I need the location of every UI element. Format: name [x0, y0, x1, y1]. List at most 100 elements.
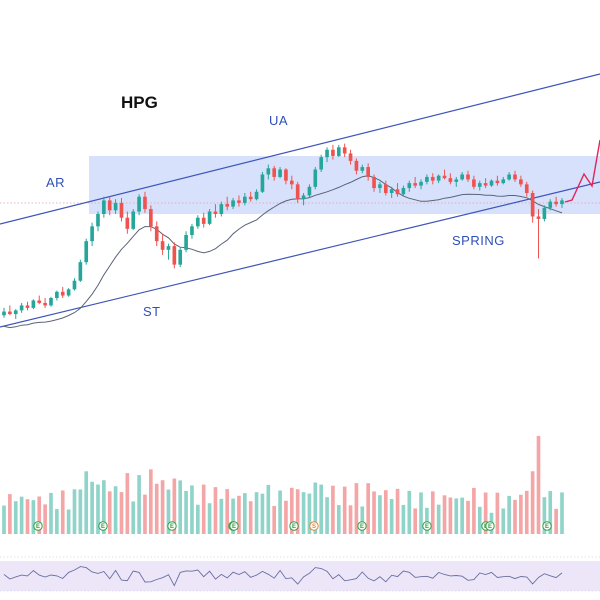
volume-bar — [248, 501, 253, 534]
candle-body — [178, 249, 183, 265]
candle — [190, 223, 194, 239]
candle — [31, 299, 36, 310]
candle-body — [213, 211, 218, 214]
candle — [419, 179, 423, 190]
candle — [548, 199, 553, 211]
volume-bar — [530, 471, 535, 534]
volume-bar — [178, 480, 183, 534]
candle-body — [542, 207, 547, 219]
volume-bar — [60, 490, 65, 534]
volume-bar — [72, 489, 77, 534]
volume-bar — [154, 483, 159, 534]
event-marker[interactable]: E — [422, 521, 432, 531]
event-marker[interactable]: E — [357, 521, 367, 531]
candle — [49, 296, 53, 307]
volume-bar — [536, 435, 541, 534]
volume-bar — [284, 500, 288, 534]
event-marker-circle — [229, 521, 239, 531]
event-marker[interactable]: E — [229, 521, 239, 531]
candle — [430, 173, 435, 185]
candle-body — [383, 184, 388, 193]
candle — [37, 295, 42, 305]
volume-bar — [425, 507, 429, 534]
event-marker-letter: E — [101, 524, 105, 530]
candle-body — [378, 184, 382, 189]
volume-bar — [413, 508, 417, 534]
volume-bar — [319, 484, 323, 534]
volume-bar — [307, 493, 312, 534]
volume-bar — [43, 504, 47, 534]
candle — [143, 191, 147, 213]
volume-bar — [548, 491, 553, 534]
candle — [131, 209, 136, 231]
candle-body — [166, 246, 171, 250]
candle — [213, 204, 218, 218]
event-marker[interactable]: E — [33, 521, 43, 531]
volume-bar — [472, 487, 476, 534]
volume-bar — [190, 485, 194, 534]
candle-body — [372, 176, 376, 189]
candle — [466, 170, 470, 182]
candle-body — [524, 184, 529, 193]
candle — [313, 167, 318, 190]
candle-body — [272, 168, 277, 177]
candle-body — [278, 169, 282, 177]
candle — [25, 301, 30, 311]
volume-bar — [542, 497, 547, 534]
volume-bar — [266, 484, 271, 534]
candle — [231, 197, 235, 210]
candle-body — [472, 179, 476, 187]
candle-body — [96, 214, 100, 227]
volume-bar — [331, 485, 335, 534]
candle — [366, 163, 370, 181]
volume-bar — [272, 505, 277, 534]
event-marker[interactable]: E — [167, 521, 177, 531]
volume-bar — [107, 491, 112, 534]
volume-bar — [554, 508, 558, 534]
event-marker-circle — [33, 521, 43, 531]
candle-body — [149, 209, 153, 227]
candle — [237, 195, 241, 207]
candle — [389, 186, 394, 198]
volume-bar — [372, 491, 376, 534]
volume-bar — [237, 495, 241, 534]
event-marker[interactable]: E — [485, 521, 495, 531]
candle-body — [8, 311, 12, 315]
candle-body — [143, 196, 147, 210]
candle-body — [325, 149, 329, 158]
candle — [560, 197, 564, 208]
candle — [172, 242, 177, 269]
ticker-title: HPG — [121, 93, 158, 112]
candle — [360, 164, 365, 174]
volume-bar — [196, 504, 200, 534]
candle-body — [13, 310, 18, 315]
candle-body — [513, 174, 517, 180]
event-marker[interactable]: S — [309, 521, 319, 531]
candle — [284, 168, 288, 185]
candle-body — [430, 176, 435, 181]
candle-body — [102, 200, 106, 214]
candle — [477, 180, 482, 191]
event-marker-letter: E — [170, 524, 174, 530]
candle-body — [442, 175, 447, 179]
candle — [207, 209, 212, 226]
candle-body — [37, 300, 42, 303]
label-ua: UA — [269, 113, 288, 128]
candle — [19, 302, 24, 313]
volume-bar — [301, 492, 306, 534]
volume-bar — [102, 480, 106, 534]
candle-body — [530, 193, 535, 217]
candle — [401, 185, 406, 196]
event-marker[interactable]: E — [289, 521, 299, 531]
volume-bar — [49, 492, 53, 534]
volume-bar — [407, 490, 412, 534]
candle-body — [113, 202, 118, 211]
candle — [554, 196, 558, 207]
event-marker[interactable]: E — [542, 521, 552, 531]
candle — [102, 196, 106, 218]
candle — [96, 211, 100, 232]
candle — [8, 305, 12, 316]
candle-body — [366, 167, 370, 177]
event-marker[interactable]: E — [98, 521, 108, 531]
candle — [319, 154, 323, 172]
